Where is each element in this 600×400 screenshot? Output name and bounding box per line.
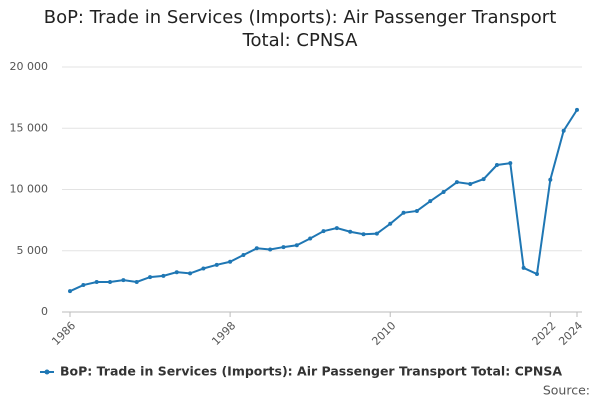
- y-tick-label: 20 000: [10, 60, 49, 73]
- source: Source:: [543, 383, 590, 398]
- data-point: [81, 283, 86, 288]
- data-point: [468, 181, 473, 186]
- data-point: [348, 229, 353, 234]
- data-point: [428, 199, 433, 204]
- data-line: [69, 109, 578, 293]
- x-tick-label: 1986: [49, 319, 78, 348]
- data-point: [321, 229, 326, 234]
- data-point: [494, 163, 499, 167]
- data-point: [454, 180, 459, 185]
- data-point: [121, 278, 126, 283]
- data-point: [228, 259, 233, 264]
- data-point: [388, 221, 393, 226]
- data-point: [521, 265, 526, 270]
- data-point: [148, 275, 153, 280]
- data-point: [268, 247, 273, 252]
- data-point: [188, 271, 193, 276]
- chart-title: BoP: Trade in Services (Imports): Air Pa…: [43, 7, 557, 51]
- data-point: [294, 243, 299, 248]
- data-point: [401, 210, 406, 215]
- data-point: [174, 270, 179, 275]
- data-point: [575, 107, 579, 112]
- legend-label: BoP: Trade in Services (Imports): Air Pa…: [60, 364, 562, 379]
- y-tick-label: 5 000: [17, 244, 49, 257]
- data-point: [508, 161, 513, 166]
- legend-marker: [44, 369, 50, 375]
- data-point: [441, 189, 446, 194]
- y-tick-label: 15 000: [10, 121, 49, 134]
- data-point: [308, 236, 313, 241]
- data-point: [361, 232, 366, 237]
- data-point: [94, 279, 99, 284]
- data-point: [68, 289, 72, 294]
- data-point: [481, 177, 486, 182]
- x-tick-label: 2022: [530, 319, 559, 348]
- y-tick-label: 10 000: [10, 183, 49, 196]
- data-point: [161, 273, 166, 278]
- data-point: [548, 177, 553, 182]
- data-point: [201, 266, 206, 271]
- x-tick-label: 2024: [556, 319, 585, 348]
- data-point: [281, 245, 286, 250]
- data-point: [254, 246, 259, 251]
- x-tick-label: 2010: [369, 319, 398, 348]
- data-point: [534, 272, 539, 277]
- data-point: [241, 253, 246, 258]
- data-point: [134, 279, 139, 284]
- data-point: [214, 262, 219, 267]
- y-tick-label: 0: [41, 305, 48, 318]
- data-point: [414, 208, 419, 213]
- data-point: [561, 128, 566, 133]
- x-tick-label: 1998: [209, 319, 238, 348]
- data-point: [374, 231, 379, 236]
- data-point: [334, 226, 339, 231]
- data-point: [108, 279, 113, 284]
